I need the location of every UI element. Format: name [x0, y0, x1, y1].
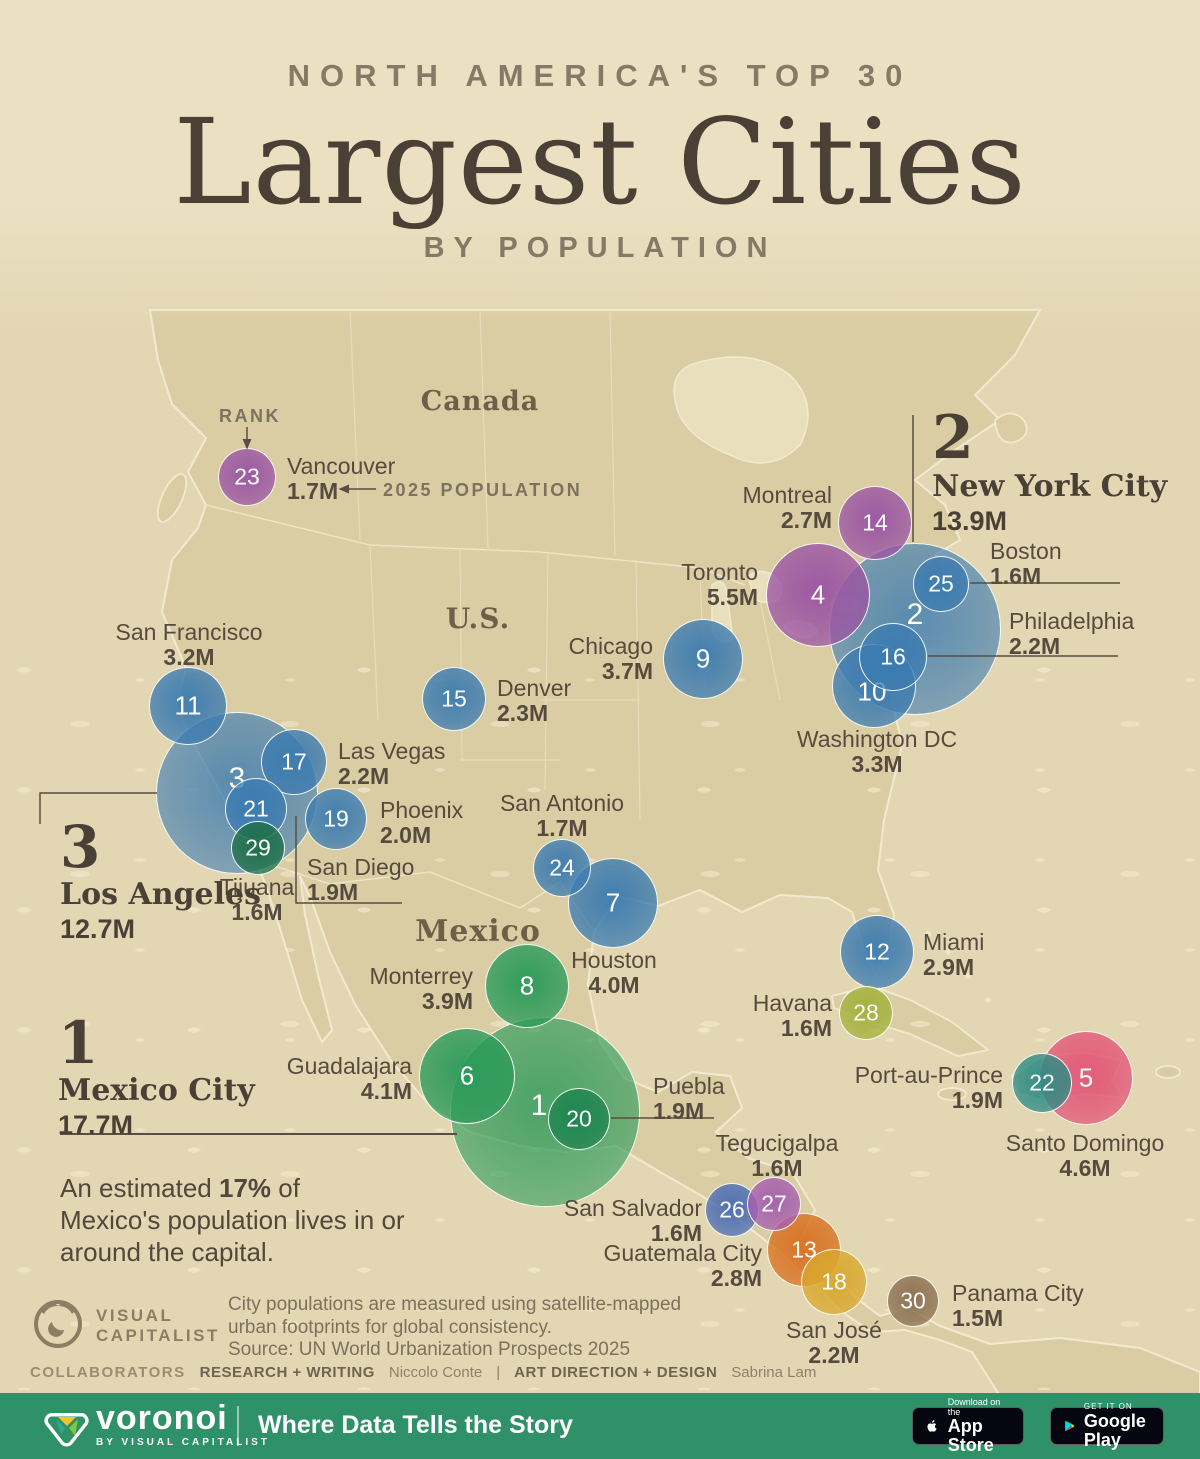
callout-mexico-city: 1 Mexico City 17.7M — [58, 1014, 255, 1141]
city-bubble-denver: 15 — [422, 667, 486, 731]
source-line: Source: UN World Urbanization Prospects … — [228, 1339, 631, 1360]
city-bubble-toronto: 4 — [766, 543, 870, 647]
appstore-line1: Download on the — [947, 1397, 1001, 1417]
voronoi-brand-text: voronoi — [96, 1399, 228, 1437]
city-rank-guadalajara: 6 — [459, 1060, 475, 1091]
title-kicker: NORTH AMERICA'S TOP 30 — [287, 58, 913, 93]
callout-rank: 2 — [932, 403, 974, 473]
callout-city: New York City — [932, 469, 1168, 504]
city-bubble-guadalajara: 6 — [419, 1028, 515, 1124]
app-store-badge[interactable]: Download on the App Store — [912, 1397, 1024, 1455]
source-line: urban footprints for global consistency. — [228, 1316, 552, 1338]
city-rank-philadelphia: 16 — [880, 643, 906, 670]
bottom-brand-bar: voronoi BY VISUAL CAPITALIST Where Data … — [0, 1393, 1200, 1459]
city-rank-tegucigalpa: 27 — [761, 1190, 787, 1217]
vc-logo-line2: CAPITALIST — [96, 1326, 220, 1345]
city-rank-toronto: 4 — [810, 579, 826, 610]
city-rank-mexico-city: 1 — [530, 1089, 548, 1122]
appstore-line2: App Store — [947, 1416, 994, 1455]
city-bubble-san-francisco: 11 — [149, 667, 227, 745]
callout-city: Mexico City — [58, 1073, 255, 1108]
google-play-icon — [1065, 1420, 1075, 1432]
city-rank-montreal: 14 — [862, 509, 888, 536]
city-rank-chicago: 9 — [695, 643, 711, 674]
divider — [237, 1406, 239, 1446]
city-rank-san-francisco: 11 — [174, 690, 202, 721]
callout-population: 17.7M — [58, 1110, 134, 1140]
city-bubble-panama-city: 30 — [887, 1275, 939, 1327]
city-bubble-philadelphia: 16 — [859, 623, 927, 691]
callout-rank: 1 — [58, 1009, 99, 1077]
gplay-line2: Google Play — [1083, 1411, 1146, 1450]
collaborators-heading: COLLABORATORS — [30, 1364, 186, 1381]
city-rank-puebla: 20 — [566, 1105, 592, 1132]
callout-population: 12.7M — [60, 914, 136, 944]
region-label-mexico: Mexico — [415, 914, 541, 949]
city-bubble-tegucigalpa: 27 — [747, 1177, 801, 1231]
callout-city: Los Angeles — [60, 877, 261, 912]
vc-logo-line1: VISUAL — [96, 1306, 174, 1325]
research-name: Niccolo Conte — [388, 1364, 483, 1381]
region-label-canada: Canada — [420, 386, 540, 417]
city-rank-monterrey: 8 — [519, 970, 535, 1001]
city-rank-denver: 15 — [441, 685, 467, 712]
region-label-us: U.S. — [445, 602, 511, 635]
city-bubble-miami: 12 — [840, 915, 914, 989]
city-rank-miami: 12 — [864, 938, 890, 965]
city-rank-panama-city: 30 — [900, 1287, 926, 1314]
city-bubble-san-jos-: 18 — [801, 1249, 867, 1315]
voronoi-wordmark: voronoi BY VISUAL CAPITALIST — [96, 1401, 270, 1448]
legend-population-label: 2025 POPULATION — [383, 480, 583, 500]
tagline: Where Data Tells the Story — [258, 1411, 573, 1439]
city-rank-las-vegas: 17 — [281, 748, 307, 775]
city-bubble-san-antonio: 24 — [533, 839, 591, 897]
city-bubble-havana: 28 — [839, 986, 893, 1040]
city-bubble-boston: 25 — [913, 556, 969, 612]
title-subtitle: BY POPULATION — [423, 232, 777, 265]
city-rank-san-jos-: 18 — [821, 1268, 847, 1295]
city-rank-havana: 28 — [853, 999, 879, 1026]
callout-los-angeles: 3 Los Angeles 12.7M — [60, 818, 261, 945]
city-rank-new-york-city: 2 — [906, 598, 924, 631]
city-bubble-puebla: 20 — [548, 1088, 610, 1150]
city-rank-san-antonio: 24 — [549, 854, 575, 881]
gplay-line1: GET IT ON — [1083, 1402, 1133, 1411]
city-bubble-chicago: 9 — [663, 619, 743, 699]
callout-rank: 3 — [60, 813, 101, 881]
design-label: ART DIRECTION + DESIGN — [514, 1364, 718, 1381]
city-rank-san-salvador: 26 — [719, 1196, 745, 1223]
visual-capitalist-logo-text: VISUAL CAPITALIST — [96, 1306, 220, 1346]
city-bubble-port-au-prince: 22 — [1012, 1053, 1072, 1113]
voronoi-logo-icon — [44, 1413, 89, 1447]
source-note: City populations are measured using sate… — [228, 1294, 681, 1362]
city-bubble-vancouver: 23 — [218, 448, 276, 506]
city-rank-phoenix: 19 — [323, 805, 349, 832]
separator: | — [496, 1364, 501, 1381]
city-rank-vancouver: 23 — [234, 463, 260, 490]
city-rank-houston: 7 — [605, 887, 621, 918]
design-name: Sabrina Lam — [731, 1364, 817, 1381]
visual-capitalist-logo-icon — [34, 1300, 82, 1348]
source-line: City populations are measured using sate… — [228, 1294, 682, 1315]
city-bubble-montreal: 14 — [838, 486, 912, 560]
voronoi-byline: BY VISUAL CAPITALIST — [96, 1437, 270, 1448]
header: NORTH AMERICA'S TOP 30 Largest Cities BY… — [0, 0, 1200, 265]
city-rank-port-au-prince: 22 — [1029, 1069, 1055, 1096]
collaborators-row: COLLABORATORS RESEARCH + WRITING Niccolo… — [30, 1364, 816, 1381]
callout-population: 13.9M — [932, 506, 1008, 536]
city-bubble-monterrey: 8 — [485, 944, 569, 1028]
google-play-badge[interactable]: GET IT ON Google Play — [1050, 1402, 1164, 1450]
callout-new-york-city: 2 New York City 13.9M — [932, 408, 1167, 537]
city-rank-santo-domingo: 5 — [1078, 1062, 1094, 1093]
page-title: Largest Cities — [173, 93, 1027, 231]
mexico-city-annotation: An estimated 17% of Mexico's population … — [60, 1173, 405, 1267]
city-bubble-phoenix: 19 — [305, 788, 367, 850]
legend-rank-label: RANK — [219, 406, 281, 426]
apple-icon — [927, 1419, 937, 1432]
city-rank-boston: 25 — [928, 570, 954, 597]
research-label: RESEARCH + WRITING — [199, 1364, 375, 1381]
